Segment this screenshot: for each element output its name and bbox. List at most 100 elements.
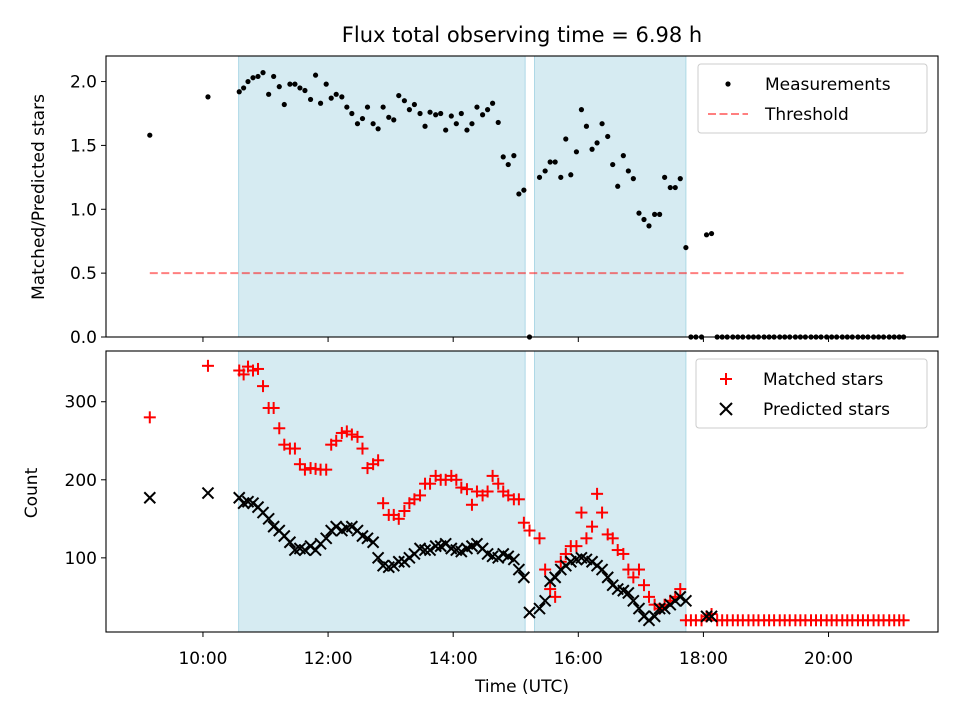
matched-stars-point: [273, 422, 286, 435]
matched-stars-point: [591, 487, 604, 500]
matched-stars-point: [533, 532, 546, 545]
predicted-stars-point: [632, 602, 646, 615]
measurement-point: [391, 117, 397, 123]
measurement-point: [672, 184, 678, 191]
measurement-point: [401, 98, 407, 104]
predicted-stars-point: [523, 606, 536, 619]
measurement-point: [312, 72, 319, 78]
predicted-x-b: [293, 542, 307, 555]
x-axis-label: Time (UTC): [474, 677, 569, 697]
predicted-stars-point: [538, 594, 552, 607]
matched-stars-point: [460, 483, 473, 496]
matched-stars-point: [320, 463, 333, 476]
matched-stars-point: [586, 520, 599, 533]
matched-stars-point: [257, 380, 270, 393]
measurement-point: [333, 91, 339, 97]
measurement-point: [615, 183, 621, 189]
bottom-y-label: Count: [22, 467, 42, 518]
measurement-point: [558, 174, 564, 180]
matched-stars-point: [267, 401, 280, 414]
matched-stars-point: [512, 493, 525, 506]
measurement-point: [489, 100, 496, 106]
x-tick-label: 14:00: [429, 649, 478, 669]
matched-stars-point: [580, 532, 593, 545]
predicted-x-b: [497, 547, 510, 561]
measurement-point: [505, 161, 511, 168]
measurement-point: [464, 127, 470, 133]
measurement-point: [147, 132, 153, 138]
predicted-stars-point: [705, 610, 718, 623]
matched-stars-point: [372, 454, 385, 467]
predicted-x-b: [648, 610, 661, 623]
predicted-x-b: [533, 602, 546, 615]
predicted-stars-point: [392, 555, 405, 568]
predicted-stars-point: [642, 614, 656, 627]
predicted-x-b: [376, 559, 390, 572]
measurement-point: [511, 153, 517, 159]
measurement-point: [448, 113, 454, 119]
matched-stars-point: [549, 590, 562, 603]
measurement-point: [422, 123, 428, 129]
predicted-x-b: [256, 506, 270, 519]
predicted-stars-point: [601, 571, 614, 584]
matched-stars-point: [450, 473, 463, 486]
predicted-stars-point: [648, 610, 661, 623]
predicted-x-b: [523, 606, 536, 619]
predicted-x-b: [658, 602, 671, 615]
predicted-stars-point: [423, 543, 437, 557]
top-shaded-regions: [238, 55, 687, 338]
measurement-point: [521, 187, 527, 193]
matched-stars-point: [570, 540, 583, 553]
measurement-point: [599, 121, 605, 127]
measurement-point: [646, 223, 652, 229]
predicted-x-b: [580, 553, 593, 566]
measurement-point: [443, 127, 449, 133]
top-panel: 0.00.51.01.52.0 Matched/Predicted stars …: [29, 55, 939, 348]
bottom-legend: Matched stars Predicted stars: [695, 358, 928, 429]
measurement-point: [323, 81, 329, 87]
predicted-x-b: [674, 590, 687, 604]
measurement-point: [578, 107, 585, 113]
measurement-point: [495, 119, 501, 126]
measurement-point: [281, 101, 287, 108]
measurement-point: [552, 159, 558, 165]
matched-stars-point: [606, 532, 619, 545]
measurement-point: [484, 107, 491, 113]
predicted-stars-point: [507, 553, 521, 566]
measurement-point: [563, 136, 569, 142]
predicted-stars-point: [455, 545, 468, 558]
predicted-stars-point: [298, 543, 312, 557]
measurement-point: [236, 89, 242, 95]
matched-stars-point: [544, 583, 557, 596]
predicted-stars-point: [512, 563, 526, 576]
predicted-x-b: [262, 512, 275, 526]
y-tick-label: 1.5: [70, 136, 97, 156]
x-tick-label: 16:00: [554, 649, 603, 669]
top-legend-box: [697, 63, 928, 134]
measurement-point: [641, 216, 647, 223]
measurement-point: [433, 112, 439, 118]
matched-stars-point: [335, 426, 348, 439]
measurement-point: [605, 133, 611, 140]
predicted-x-b: [517, 571, 531, 584]
measurement-point: [287, 81, 293, 87]
predicted-x-b: [445, 542, 458, 555]
measurement-point: [328, 95, 334, 101]
predicted-x-b: [450, 543, 463, 557]
measurement-point: [438, 110, 444, 117]
measurement-point: [427, 109, 433, 115]
measurement-point: [250, 75, 256, 81]
matched-stars-point: [398, 505, 411, 518]
predicted-x-b: [330, 520, 343, 533]
matched-stars-point: [247, 364, 260, 377]
predicted-x-b: [345, 520, 359, 533]
measurement-point: [703, 232, 710, 238]
matched-stars-point: [492, 477, 505, 490]
matched-stars-point: [617, 547, 630, 560]
matched-stars-point: [539, 563, 552, 576]
measurement-point: [620, 153, 626, 159]
predicted-stars-point: [700, 610, 713, 623]
predicted-x-b: [371, 551, 385, 565]
observing-interval-shade: [534, 55, 687, 338]
